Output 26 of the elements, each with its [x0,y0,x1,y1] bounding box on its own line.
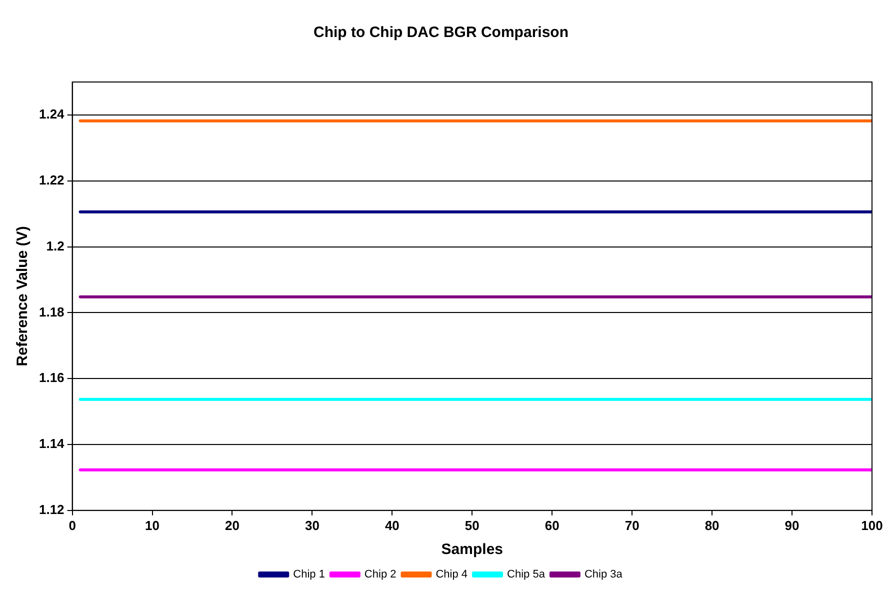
x-tick-label: 60 [544,518,560,533]
legend-label: Chip 2 [364,568,396,581]
y-tick-label: 1.14 [38,436,66,452]
x-tick-label: 90 [784,518,800,533]
y-tick-label: 1.16 [38,370,64,386]
x-tick-label: 10 [145,518,160,533]
y-tick-label: 1.18 [38,304,64,320]
x-tick-label: 0 [68,518,76,533]
x-tick-label: 20 [225,518,240,533]
y-tick-label: 1.24 [38,106,66,122]
legend-label: Chip 4 [436,568,468,581]
legend-label: Chip 1 [293,568,325,581]
x-tick-label: 40 [384,518,400,533]
legend-label: Chip 3a [584,568,624,581]
y-tick-label: 1.12 [38,502,64,517]
x-tick-label: 70 [624,518,640,533]
y-tick-label: 1.2 [46,238,64,254]
x-axis-title: Samples [441,541,503,558]
legend-label: Chip 5a [507,568,546,581]
x-tick-label: 100 [861,518,883,533]
x-tick-label: 80 [704,518,720,533]
y-axis-title: Reference Value (V) [14,226,32,366]
chart-title: Chip to Chip DAC BGR Comparison [314,24,568,42]
y-tick-label: 1.22 [38,172,64,188]
x-tick-label: 30 [304,518,320,533]
x-tick-label: 50 [464,518,480,533]
